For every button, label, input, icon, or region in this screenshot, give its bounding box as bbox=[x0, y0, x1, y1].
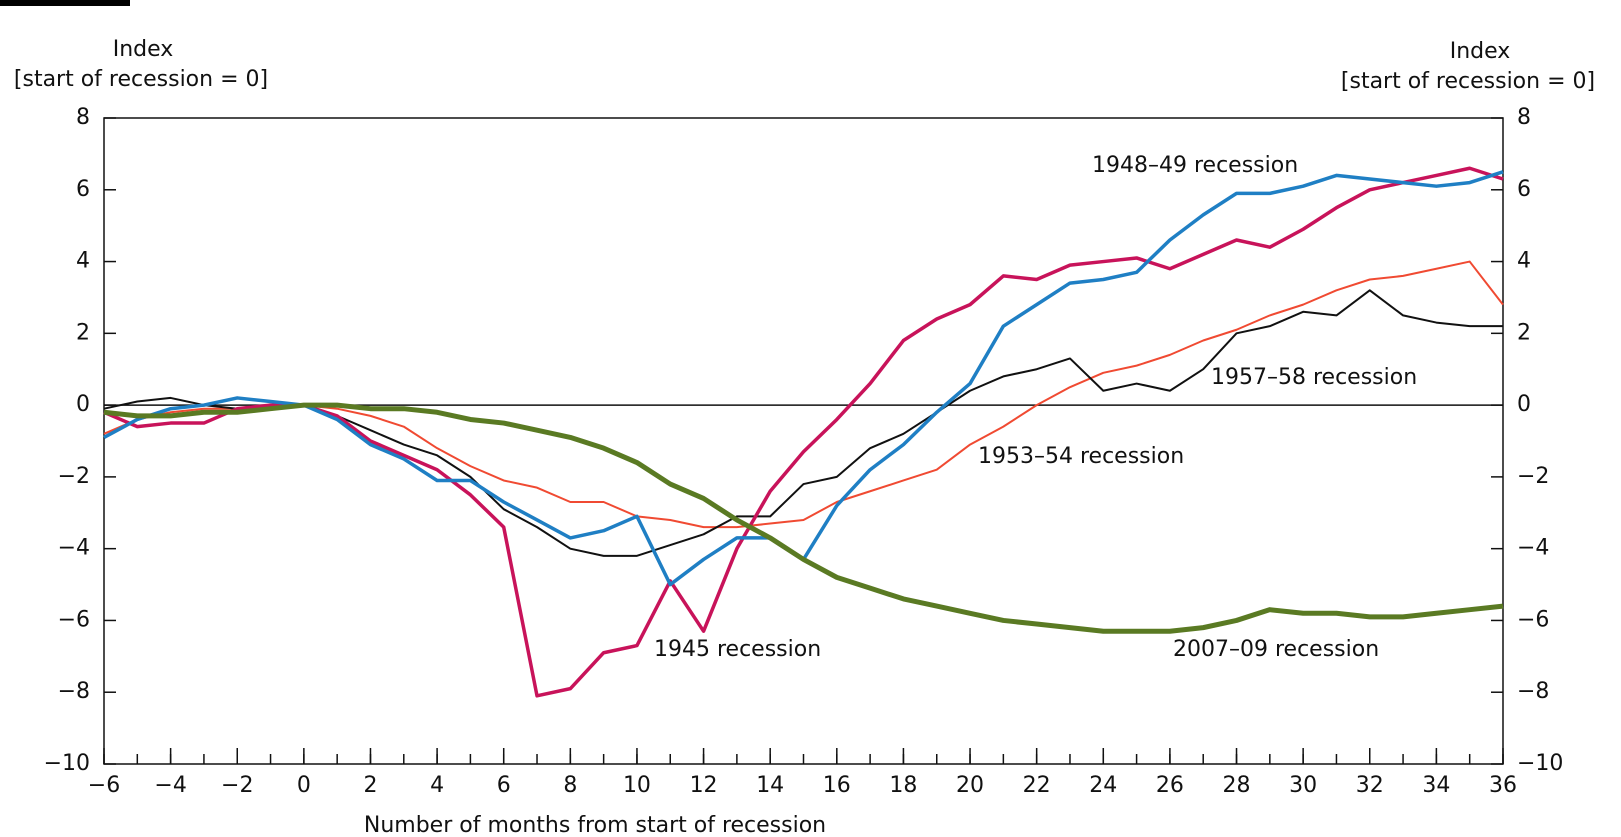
x-tick-label: 6 bbox=[497, 773, 511, 798]
y-tick-label: −6 bbox=[58, 607, 90, 632]
series-line bbox=[103, 260, 1504, 529]
x-tick-label: 36 bbox=[1489, 773, 1517, 798]
x-tick-label: −6 bbox=[88, 773, 120, 798]
x-axis-label: Number of months from start of recession bbox=[364, 813, 826, 837]
series-line bbox=[103, 289, 1503, 557]
x-tick-label: 20 bbox=[956, 773, 984, 798]
x-tick-label: 18 bbox=[889, 773, 917, 798]
x-tick-label: 12 bbox=[690, 773, 718, 798]
y2-tick-label: 6 bbox=[1517, 177, 1531, 202]
x-tick-label: 32 bbox=[1356, 773, 1384, 798]
series-line bbox=[103, 166, 1504, 698]
y2-tick-label: 0 bbox=[1517, 392, 1531, 417]
series-label: 1945 recession bbox=[654, 637, 821, 662]
corner-block bbox=[0, 0, 130, 6]
x-tick-label: 24 bbox=[1089, 773, 1117, 798]
x-tick-label: 14 bbox=[756, 773, 784, 798]
y2-tick-label: −6 bbox=[1517, 607, 1549, 632]
series-label: 2007–09 recession bbox=[1173, 637, 1379, 662]
y2-tick-label: −4 bbox=[1517, 536, 1549, 561]
y2-tick-label: −2 bbox=[1517, 464, 1549, 489]
x-tick-label: −2 bbox=[221, 773, 253, 798]
y2-tick-label: −10 bbox=[1517, 751, 1563, 776]
y-tick-label: −4 bbox=[58, 536, 90, 561]
y2-axis-label: Index bbox=[1450, 39, 1511, 64]
x-tick-label: 8 bbox=[563, 773, 577, 798]
y-tick-label: 8 bbox=[76, 105, 90, 130]
y2-tick-label: 4 bbox=[1517, 249, 1531, 274]
y-tick-label: 4 bbox=[76, 249, 90, 274]
y2-tick-label: 8 bbox=[1517, 105, 1531, 130]
x-tick-label: 10 bbox=[623, 773, 651, 798]
y-tick-label: −8 bbox=[58, 679, 90, 704]
series-line bbox=[103, 402, 1504, 634]
y-tick-label: 0 bbox=[76, 392, 90, 417]
y-tick-label: −2 bbox=[58, 464, 90, 489]
x-tick-label: 26 bbox=[1156, 773, 1184, 798]
x-tick-label: 4 bbox=[430, 773, 444, 798]
series-label: 1957–58 recession bbox=[1211, 365, 1417, 390]
y-tick-label: 6 bbox=[76, 177, 90, 202]
y-axis-label: [start of recession = 0] bbox=[14, 67, 268, 92]
x-tick-label: 16 bbox=[823, 773, 851, 798]
y-axis-label: Index bbox=[113, 37, 174, 62]
series-label: 1953–54 recession bbox=[978, 444, 1184, 469]
series-label: 1948–49 recession bbox=[1092, 153, 1298, 178]
x-tick-label: 2 bbox=[363, 773, 377, 798]
x-tick-label: 0 bbox=[297, 773, 311, 798]
x-tick-label: 28 bbox=[1223, 773, 1251, 798]
x-tick-label: 30 bbox=[1289, 773, 1317, 798]
y-tick-label: 2 bbox=[76, 320, 90, 345]
x-tick-label: −4 bbox=[154, 773, 186, 798]
y2-tick-label: 2 bbox=[1517, 320, 1531, 345]
y2-tick-label: −8 bbox=[1517, 679, 1549, 704]
y-tick-label: −10 bbox=[44, 751, 90, 776]
x-tick-label: 34 bbox=[1422, 773, 1450, 798]
x-tick-label: 22 bbox=[1023, 773, 1051, 798]
plot-frame bbox=[103, 117, 1504, 765]
y2-axis-label: [start of recession = 0] bbox=[1341, 69, 1595, 94]
